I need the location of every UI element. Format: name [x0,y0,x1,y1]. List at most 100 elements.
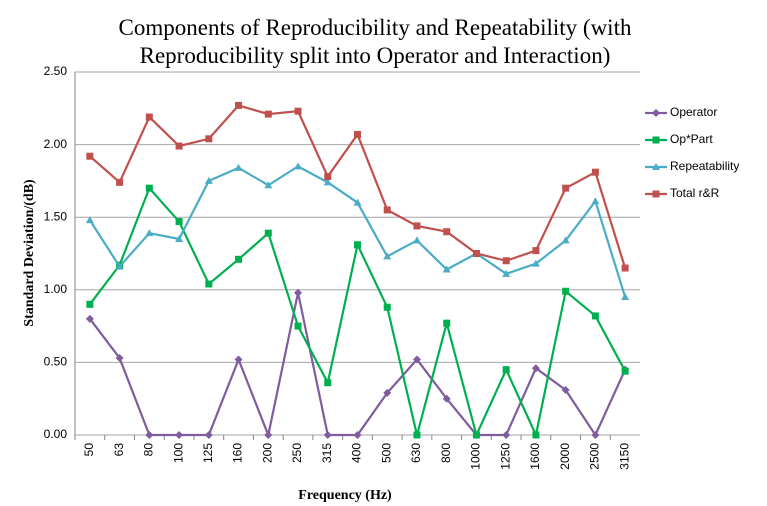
point [413,431,421,439]
x-axis-label: Frequency (Hz) [298,488,392,503]
y-tick-label: 2.00 [44,137,68,151]
x-tick-label: 1250 [498,443,512,470]
point [502,366,510,374]
point [324,379,332,387]
point [294,162,303,170]
point [264,229,272,237]
point [502,257,510,265]
point [531,364,540,373]
point [562,184,570,192]
x-tick-label: 630 [409,443,423,463]
point [175,431,184,439]
point [621,264,629,272]
point [85,314,94,323]
x-tick-label: 2500 [588,443,602,470]
x-tick-label: 50 [82,443,96,457]
y-tick-label: 2.50 [44,64,68,78]
point [412,355,421,364]
x-tick-label: 63 [112,443,126,457]
point [86,300,94,308]
point [443,319,451,327]
point [264,431,273,439]
point [531,259,540,267]
point [234,355,243,364]
x-tick-label: 315 [320,443,334,463]
x-tick-label: 500 [379,443,393,463]
point [145,229,154,237]
legend-label: Operator [670,105,717,119]
x-tick-label: 200 [260,443,274,463]
chart-title: Components of Reproducibility and Repeat… [118,15,632,68]
point [472,431,480,439]
point [443,228,451,236]
point [323,178,332,186]
point [502,431,511,439]
point [591,431,600,439]
point [472,250,480,257]
point [323,431,332,439]
point [175,234,184,242]
x-tick-label: 3150 [617,443,631,470]
point [145,431,154,439]
point [383,252,392,260]
point [532,247,540,255]
point [235,255,243,263]
point [205,135,213,143]
point [86,152,94,160]
point [652,190,660,198]
point [383,303,391,311]
point [442,394,451,403]
point [561,385,570,394]
point [354,241,361,249]
point [413,222,421,230]
x-tick-label: 100 [171,443,185,463]
x-tick-label: 800 [439,443,453,463]
point [264,110,272,118]
point [353,431,362,439]
point [115,354,124,363]
x-tick-label: 125 [201,443,215,463]
point [204,431,213,439]
point [412,236,421,244]
y-tick-label: 1.50 [44,209,68,223]
point [383,388,392,397]
point [532,431,540,439]
point [234,163,243,171]
point [562,287,570,295]
point [115,262,124,270]
point [353,198,362,206]
point [383,206,391,214]
point [294,107,302,115]
legend-label: Repeatability [670,159,739,173]
point [205,280,213,288]
point [235,101,243,109]
point [561,236,570,244]
point [145,184,153,192]
point [652,136,660,144]
point [145,113,153,121]
y-tick-label: 0.00 [44,427,68,441]
point [591,197,600,205]
point [85,216,94,224]
point [652,109,660,117]
series-line [88,186,627,439]
x-tick-label: 160 [231,443,245,463]
x-tick-label: 80 [142,443,156,457]
point [591,168,599,176]
x-tick-label: 250 [290,443,304,463]
x-tick-label: 2000 [558,443,572,470]
point [175,218,183,226]
y-tick-label: 0.50 [44,355,68,369]
y-axis-label: Standard Deviation/(dB) [22,179,37,327]
point [324,173,332,181]
legend-label: Op*Part [670,132,713,146]
point [294,288,303,297]
y-tick-label: 1.00 [44,282,68,296]
point [264,181,273,189]
x-tick-label: 1000 [469,443,483,470]
point [116,178,124,186]
point [204,176,213,184]
point [354,130,361,138]
